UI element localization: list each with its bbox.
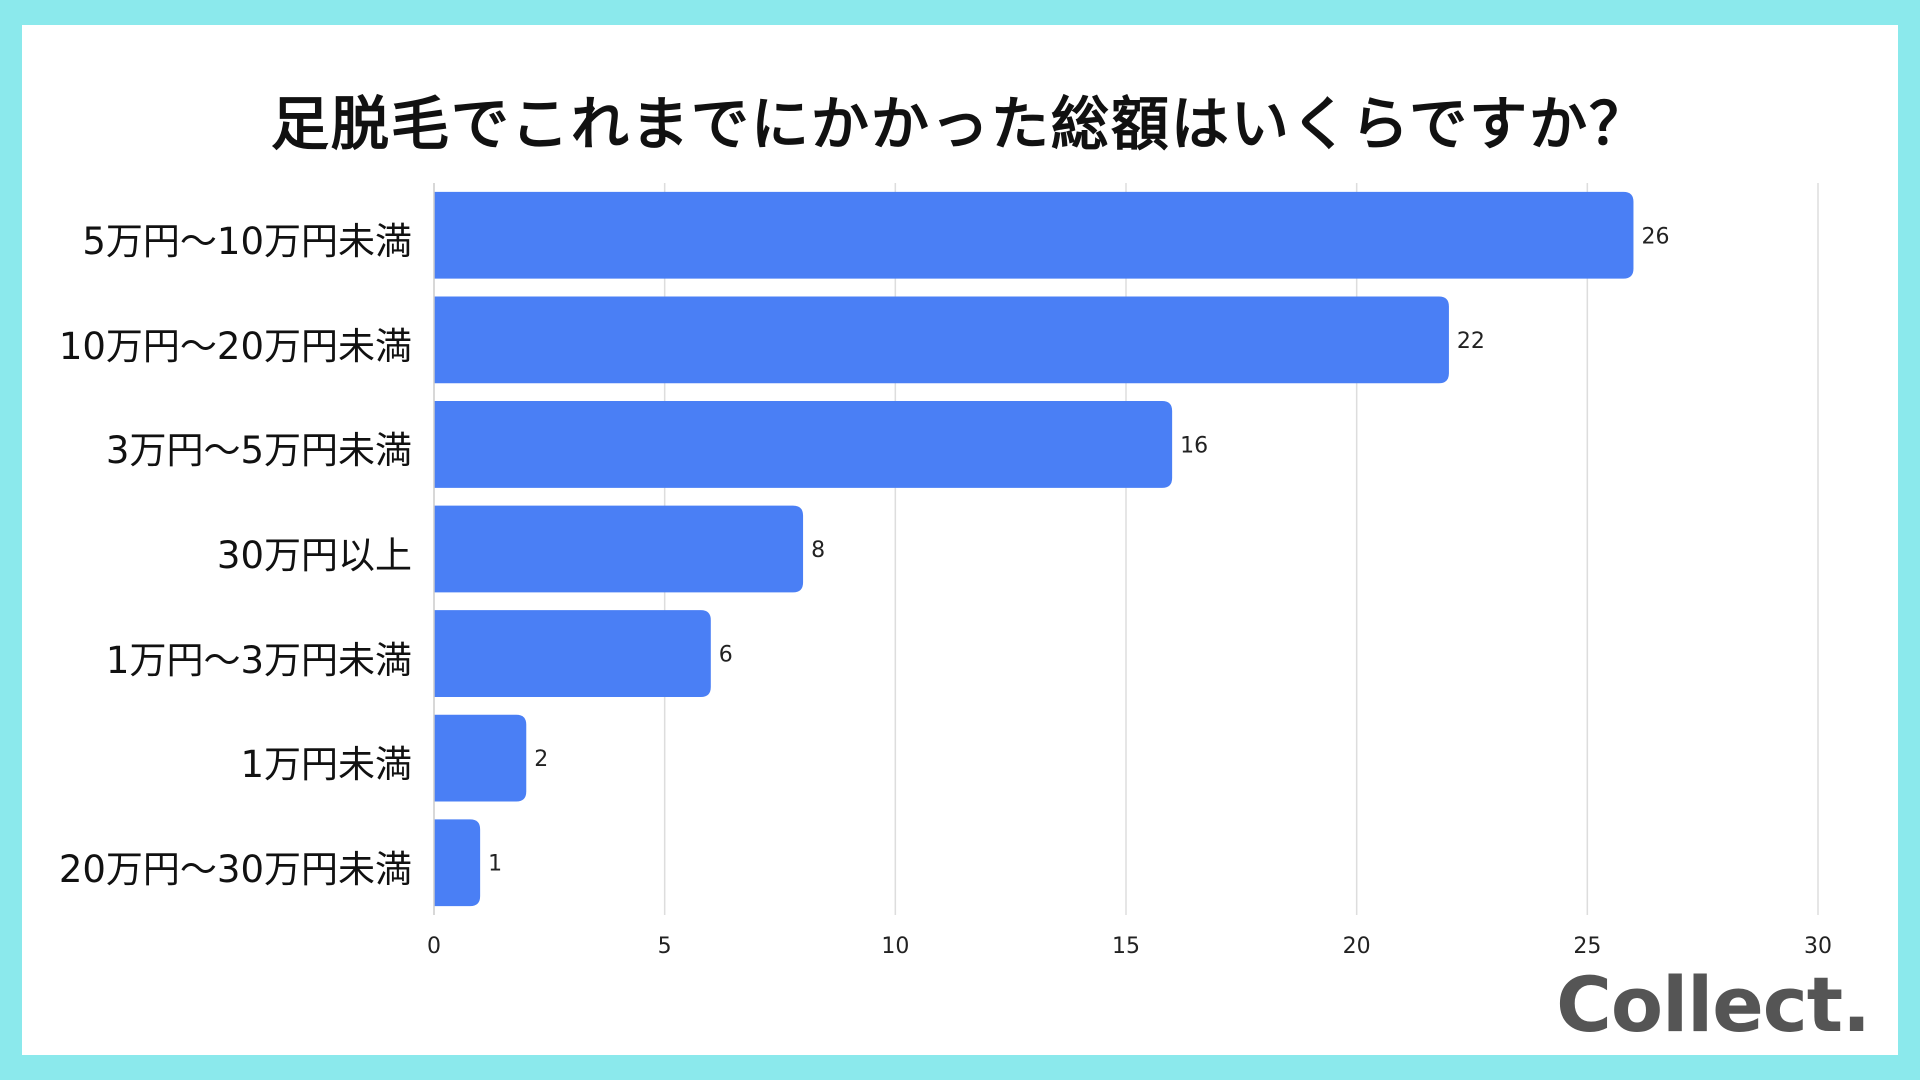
chart-card: 足脱毛でこれまでにかかった総額はいくらですか？ 0 5 10 15 20 25 30 26 22… [22, 25, 1898, 1055]
data-label: 22 [1457, 329, 1485, 354]
bar [434, 505, 804, 593]
bar [434, 714, 527, 802]
bar-chart: 0 5 10 15 20 25 30 26 22 16 8 6 2 1 [427, 183, 1832, 959]
bar [434, 296, 1449, 384]
bar [434, 610, 711, 697]
data-label: 6 [719, 643, 733, 668]
data-label: 8 [811, 538, 825, 563]
x-tick-label: 15 [1112, 934, 1140, 959]
category-label: 5万円〜10万円未満 [82, 220, 412, 264]
data-label: 26 [1641, 224, 1669, 249]
x-tick-label: 10 [881, 934, 909, 959]
category-label: 1万円未満 [240, 743, 412, 787]
x-tick-label: 20 [1343, 934, 1371, 959]
bar [434, 819, 481, 907]
bar [434, 191, 1634, 279]
bar [434, 401, 1173, 488]
category-label: 1万円〜3万円未満 [105, 638, 412, 682]
data-label: 2 [534, 747, 548, 772]
category-label: 3万円〜5万円未満 [105, 429, 412, 473]
x-tick-label: 5 [658, 934, 672, 959]
data-label: 1 [488, 852, 502, 877]
x-tick-label: 25 [1573, 934, 1601, 959]
category-label: 20万円〜30万円未満 [58, 847, 412, 891]
chart-title: 足脱毛でこれまでにかかった総額はいくらですか？ [270, 90, 1650, 158]
data-label: 16 [1180, 433, 1208, 458]
x-tick-label: 30 [1804, 934, 1832, 959]
x-tick-label: 0 [427, 934, 441, 959]
brand-logo: Collect. [1556, 960, 1871, 1049]
category-label: 30万円以上 [216, 534, 412, 577]
category-label: 10万円〜20万円未満 [58, 324, 412, 368]
